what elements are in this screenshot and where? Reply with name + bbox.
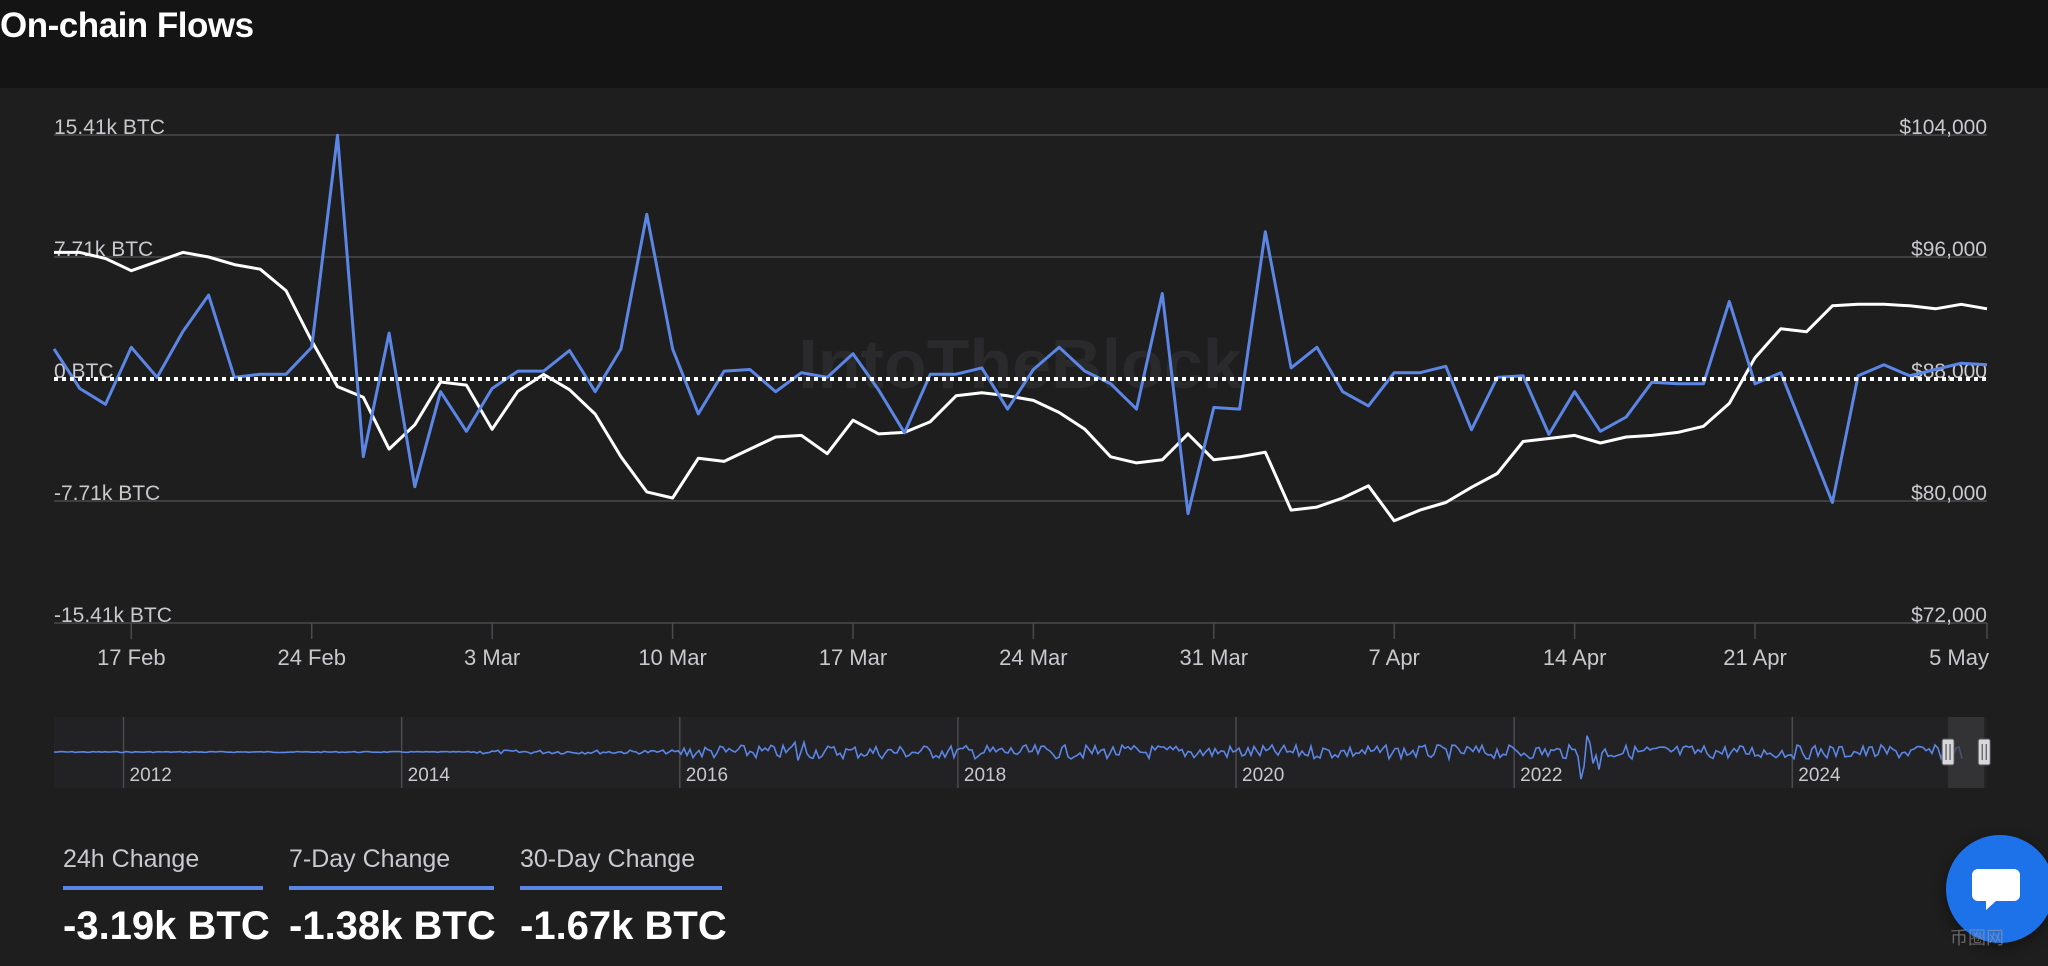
handle-grip — [1977, 738, 1991, 766]
x-axis-label: 10 Mar — [638, 645, 706, 670]
stat-7d-label: 7-Day Change — [289, 845, 494, 890]
stats-row: 24h Change -3.19k BTC 7-Day Change -1.38… — [0, 845, 800, 966]
handle-grip — [1941, 738, 1955, 766]
stat-24h-value: -3.19k BTC — [63, 904, 270, 948]
right-axis-label: $104,000 — [1899, 116, 1987, 139]
right-axis-label: $96,000 — [1911, 238, 1987, 261]
navigator-label: 2018 — [964, 765, 1006, 786]
chat-bubble-icon — [1972, 869, 2020, 910]
corner-watermark: 币圈网 — [1950, 928, 2004, 948]
left-axis-label: -15.41k BTC — [54, 604, 172, 627]
x-axis-label: 21 Apr — [1723, 645, 1787, 670]
x-axis-label: 24 Mar — [999, 645, 1067, 670]
navigator-series — [53, 735, 1963, 780]
navigator-background — [54, 717, 1987, 788]
navigator-label: 2016 — [686, 765, 728, 786]
stat-30d-value: -1.67k BTC — [520, 904, 727, 948]
x-axis-label: 14 Apr — [1543, 645, 1607, 670]
x-axis-label: 3 Mar — [464, 645, 520, 670]
navigator-label: 2024 — [1798, 765, 1841, 786]
stat-7d-value: -1.38k BTC — [289, 904, 496, 948]
x-axis-label: 17 Feb — [97, 645, 166, 670]
x-axis-label: 31 Mar — [1180, 645, 1248, 670]
navigator-selection — [1948, 717, 1985, 788]
x-axis-label: 5 May — [1929, 645, 1989, 670]
stat-24h-label: 24h Change — [63, 845, 263, 890]
navigator-label: 2020 — [1242, 765, 1284, 786]
navigator-label: 2012 — [130, 765, 172, 786]
navigator-label: 2022 — [1520, 765, 1562, 786]
left-axis-label: 15.41k BTC — [54, 116, 165, 139]
stat-24h[interactable]: 24h Change -3.19k BTC — [63, 845, 270, 949]
x-axis-label: 7 Apr — [1369, 645, 1420, 670]
right-axis-label: $72,000 — [1911, 604, 1987, 627]
x-axis-label: 17 Mar — [819, 645, 887, 670]
left-axis-label: 7.71k BTC — [54, 238, 153, 261]
page-title: On-chain Flows — [0, 6, 254, 45]
navigator-label: 2014 — [408, 765, 451, 786]
series-line-net-flows — [52, 133, 1988, 516]
chart-panel: IntoTheBlock 15.41k BTC 7.71k BTC 0 BTC -7.7… — [0, 88, 2048, 961]
x-axis-label: 24 Feb — [277, 645, 346, 670]
left-axis-label: 0 BTC — [54, 360, 114, 383]
navigator-handle-right[interactable] — [1977, 738, 1991, 766]
header-bar: On-chain Flows — [0, 0, 2048, 88]
right-axis-label: $80,000 — [1911, 482, 1987, 505]
series-line-price — [54, 250, 1988, 523]
chat-button[interactable] — [1946, 835, 2048, 943]
left-axis-label: -7.71k BTC — [54, 482, 160, 505]
navigator-handle-left[interactable] — [1941, 738, 1955, 766]
stat-30d[interactable]: 30-Day Change -1.67k BTC — [520, 845, 727, 949]
stat-30d-label: 30-Day Change — [520, 845, 722, 890]
stat-7d[interactable]: 7-Day Change -1.38k BTC — [289, 845, 496, 949]
